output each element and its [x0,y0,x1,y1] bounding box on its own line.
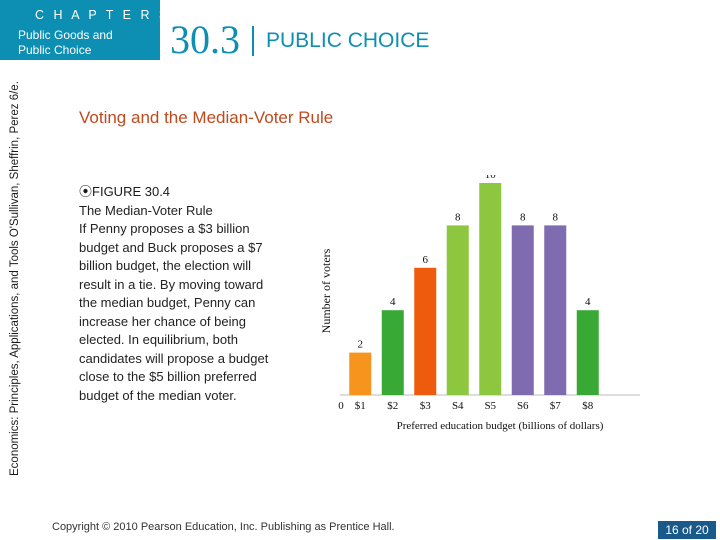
chapter-label: C H A P T E R 30 [35,8,179,22]
chapter-subtitle: Public Goods and Public Choice [18,28,113,57]
category-label-5: S6 [517,400,529,412]
page-indicator: 16 of 20 [658,521,716,539]
figure-title: The Median-Voter Rule [79,202,213,218]
category-label-2: $3 [420,400,432,412]
copyright: Copyright © 2010 Pearson Education, Inc.… [52,521,395,533]
section-divider [252,26,254,56]
section-title: PUBLIC CHOICE [266,29,430,52]
category-label-4: S5 [484,400,496,412]
figure-label: ⦿FIGURE 30.4 [79,184,171,199]
y-axis-label: Number of voters [319,248,333,333]
book-sidebar: Economics: Principles, Applications, and… [0,0,21,490]
value-label-6: 8 [553,211,559,223]
chapter-number: 30 [159,8,179,22]
chapter-banner: C H A P T E R 30 Public Goods and Public… [0,0,176,60]
category-label-3: S4 [452,400,464,412]
bar-4 [479,183,502,395]
bar-5 [511,225,534,395]
value-label-1: 4 [390,296,396,308]
category-label-0: $1 [355,400,366,412]
origin-label: 0 [338,400,344,412]
x-axis-label: Preferred education budget (billions of … [397,420,604,432]
category-label-6: $7 [550,400,562,412]
value-label-4: 10 [485,175,497,181]
bar-6 [544,225,567,395]
figure-caption: ⦿FIGURE 30.4 The Median-Voter Rule If Pe… [79,183,279,405]
value-label-7: 4 [585,296,591,308]
value-label-3: 8 [455,211,461,223]
caption-text: If Penny proposes a $3 billion budget an… [79,221,269,403]
median-voter-bar-chart: Number of voters 0 Preferred education b… [319,175,640,432]
bar-0 [349,352,372,395]
section-number: 30.3 [170,17,240,62]
bar-1 [381,310,404,395]
bar-3 [446,225,469,395]
value-label-5: 8 [520,211,526,223]
value-label-2: 6 [423,254,429,266]
value-label-0: 2 [358,339,364,351]
bar-7 [576,310,599,395]
book-citation: Economics: Principles, Applications, and… [9,81,21,476]
category-label-1: $2 [387,400,398,412]
slide-title: Voting and the Median-Voter Rule [79,108,334,127]
category-label-7: $8 [582,400,594,412]
bar-2 [414,267,437,395]
bars-group: 2 $1 4 $2 6 $3 8 S4 10 S5 8 S6 8 $7 4 $8 [349,175,599,412]
